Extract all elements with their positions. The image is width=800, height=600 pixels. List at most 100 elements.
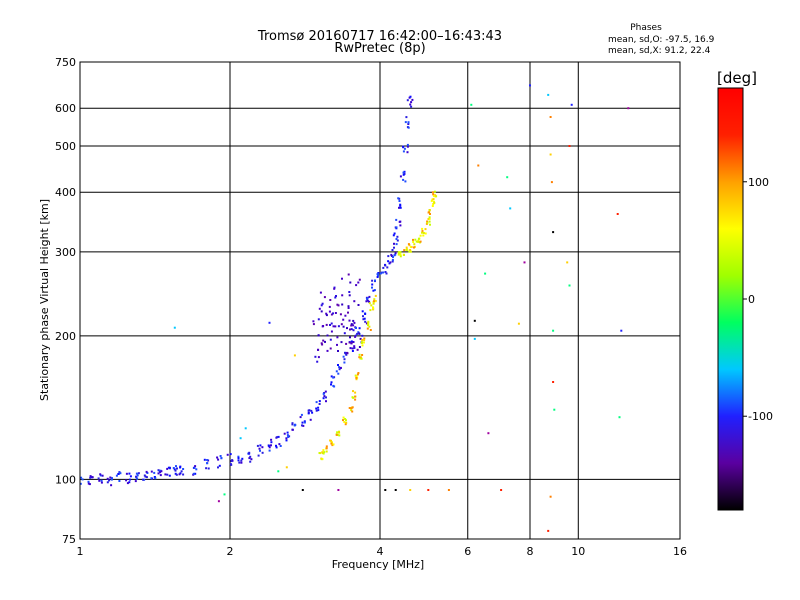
data-point (174, 472, 177, 475)
data-point (339, 366, 342, 369)
data-point (411, 98, 414, 101)
data-point (332, 443, 335, 446)
data-point (349, 336, 351, 339)
data-point (395, 243, 398, 246)
data-point (549, 116, 552, 118)
data-point (417, 239, 420, 242)
data-point (317, 356, 320, 359)
data-point (341, 294, 344, 297)
data-point (343, 421, 346, 423)
data-point (618, 416, 621, 419)
data-point (330, 313, 333, 316)
data-point (207, 467, 210, 470)
data-point (390, 253, 393, 256)
data-point (275, 446, 278, 449)
data-point (337, 372, 340, 375)
data-point (387, 255, 390, 258)
data-point (325, 447, 328, 450)
data-point (368, 295, 371, 298)
data-point (128, 478, 131, 481)
data-point (322, 397, 325, 400)
x-tick-labels: 1 2 4 6 8 10 16 (77, 545, 688, 558)
data-point (484, 272, 487, 275)
data-point (337, 350, 339, 352)
data-point (350, 409, 353, 412)
data-point (307, 409, 310, 412)
y-tick-label: 200 (55, 330, 76, 343)
data-point (384, 489, 387, 491)
data-point (223, 493, 226, 496)
data-point (357, 331, 360, 334)
data-point (244, 427, 247, 430)
data-point (376, 276, 379, 278)
data-point (421, 230, 424, 233)
data-point (322, 449, 325, 452)
data-point (89, 476, 92, 479)
data-point (373, 300, 375, 303)
data-point (118, 480, 121, 482)
data-point (322, 452, 325, 455)
data-point (342, 318, 345, 321)
data-point (346, 327, 348, 330)
data-point (402, 173, 405, 176)
data-point (205, 467, 208, 470)
data-point (279, 445, 282, 447)
data-point (278, 443, 281, 446)
data-point (348, 407, 351, 409)
data-point (301, 421, 304, 424)
data-point (323, 451, 326, 454)
data-point (219, 455, 222, 457)
data-point (347, 305, 350, 308)
data-point (369, 309, 372, 312)
data-point (350, 324, 353, 327)
data-point (408, 244, 411, 247)
data-point (384, 271, 387, 273)
data-point (320, 342, 323, 345)
data-point (259, 449, 261, 452)
data-point (334, 325, 337, 328)
data-point (409, 103, 412, 106)
data-point (309, 418, 312, 421)
data-point (393, 232, 396, 235)
data-point (523, 261, 526, 264)
data-point (392, 234, 395, 237)
data-point (89, 475, 92, 478)
data-point (433, 195, 436, 197)
data-point (429, 223, 431, 226)
data-point (352, 341, 355, 343)
data-point (203, 458, 206, 461)
data-point (100, 479, 103, 482)
data-point (357, 281, 360, 284)
data-point (99, 473, 102, 476)
data-point (417, 240, 420, 243)
data-point (337, 364, 339, 366)
data-point (256, 444, 259, 447)
data-point (135, 475, 137, 478)
data-point (301, 424, 303, 427)
data-point (175, 473, 178, 476)
data-point (312, 323, 315, 326)
colorbar-tick-label: -100 (748, 410, 773, 423)
data-point (346, 352, 349, 355)
data-point (315, 407, 318, 410)
data-point (330, 330, 333, 333)
data-point (217, 466, 219, 469)
data-point (325, 312, 328, 315)
data-point (364, 313, 367, 315)
data-point (361, 339, 364, 341)
data-point (356, 373, 359, 376)
data-point (413, 246, 415, 249)
data-point (393, 246, 395, 249)
data-point (428, 217, 431, 220)
data-point (230, 463, 233, 466)
data-point (552, 231, 555, 234)
data-point (117, 473, 120, 475)
data-point (283, 432, 286, 435)
data-point (193, 466, 196, 469)
data-point (407, 126, 410, 129)
data-point (144, 475, 147, 478)
data-point (301, 489, 304, 491)
data-point (182, 473, 185, 476)
data-points (79, 84, 630, 532)
data-point (399, 220, 402, 223)
